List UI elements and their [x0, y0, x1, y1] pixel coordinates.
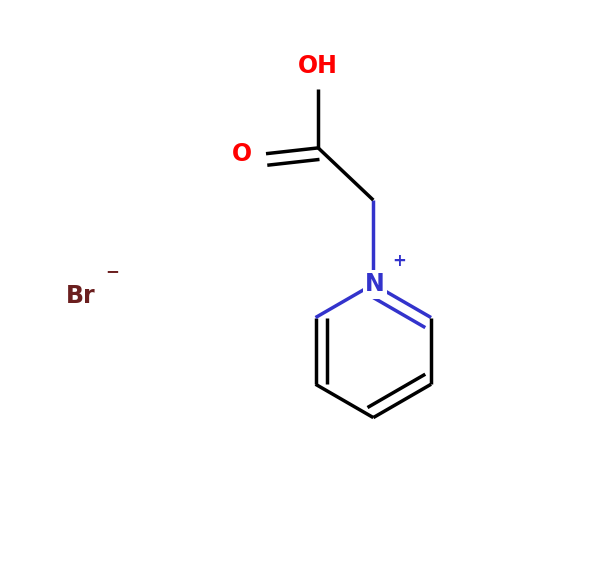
Text: Br: Br	[66, 284, 96, 308]
Text: OH: OH	[299, 55, 338, 78]
Text: −: −	[106, 262, 119, 280]
Text: O: O	[231, 142, 251, 166]
Text: N: N	[365, 272, 385, 296]
Text: +: +	[392, 252, 407, 270]
